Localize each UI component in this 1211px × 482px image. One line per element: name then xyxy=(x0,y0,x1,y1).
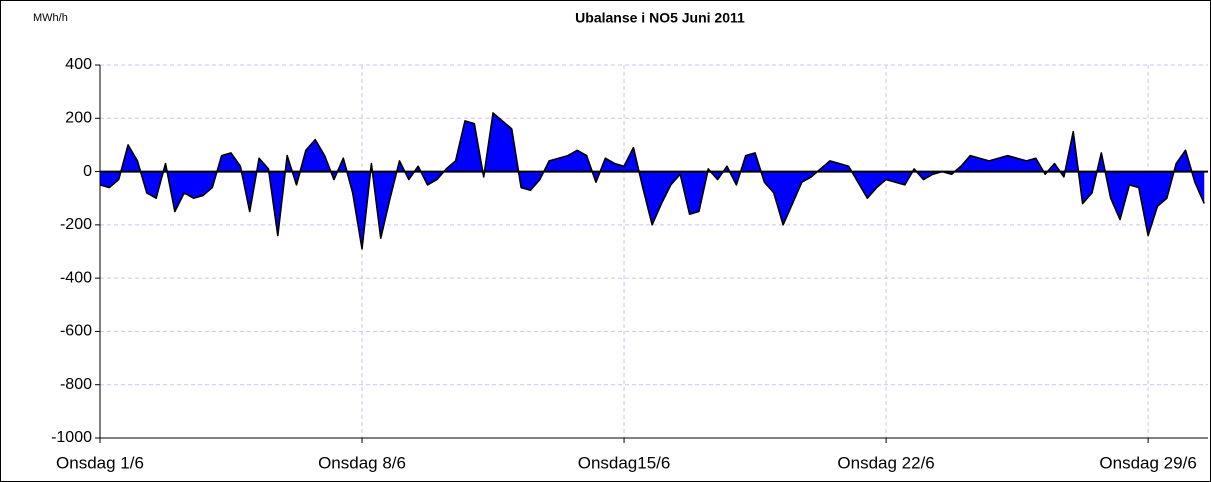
y-tick-label: 0 xyxy=(83,163,92,180)
y-axis-label: MWh/h xyxy=(33,12,68,24)
y-tick-label: 200 xyxy=(65,110,92,127)
x-tick-label: Onsdag 1/6 xyxy=(56,453,144,472)
x-tick-label: Onsdag 8/6 xyxy=(318,453,406,472)
x-tick-label: Onsdag15/6 xyxy=(578,453,671,472)
x-tick-label: Onsdag 29/6 xyxy=(1099,453,1196,472)
y-tick-label: -200 xyxy=(60,216,92,233)
area-line xyxy=(99,112,1205,250)
y-tick-label: -1000 xyxy=(51,429,92,446)
area-fill xyxy=(100,112,1205,249)
y-tick-label: -400 xyxy=(60,269,92,286)
y-tick-label: -600 xyxy=(60,323,92,340)
y-tick-label: -800 xyxy=(60,376,92,393)
y-tick-label: 400 xyxy=(65,56,92,73)
chart-title: Ubalanse i NO5 Juni 2011 xyxy=(575,10,745,26)
x-tick-label: Onsdag 22/6 xyxy=(837,453,934,472)
